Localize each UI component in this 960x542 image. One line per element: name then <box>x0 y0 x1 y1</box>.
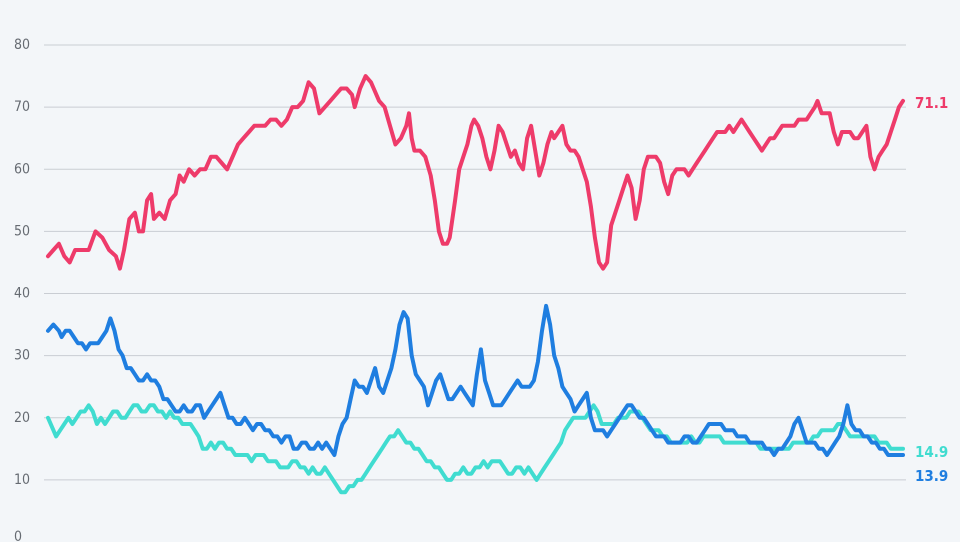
series-end-labels: 71.1 14.9 13.9 <box>915 94 948 485</box>
y-tick-label-50: 50 <box>14 223 30 239</box>
y-tick-label-30: 30 <box>14 348 30 364</box>
series-line-1 <box>46 74 905 271</box>
y-tick-label-10: 10 <box>14 472 30 488</box>
series-line-2 <box>46 303 905 457</box>
series-lines <box>46 74 905 495</box>
y-tick-label-20: 20 <box>14 410 30 426</box>
y-tick-label-40: 40 <box>14 286 30 302</box>
y-axis-tick-labels: 0 10 20 30 40 50 60 70 80 <box>14 37 30 542</box>
y-tick-label-80: 80 <box>14 37 30 53</box>
end-label-series-1: 71.1 <box>915 94 948 112</box>
end-label-series-2: 13.9 <box>915 467 948 485</box>
series-line-3 <box>46 403 905 495</box>
y-tick-label-70: 70 <box>14 99 30 115</box>
end-label-series-3: 14.9 <box>915 443 948 461</box>
y-tick-label-60: 60 <box>14 161 30 177</box>
y-tick-label-0: 0 <box>14 529 22 542</box>
